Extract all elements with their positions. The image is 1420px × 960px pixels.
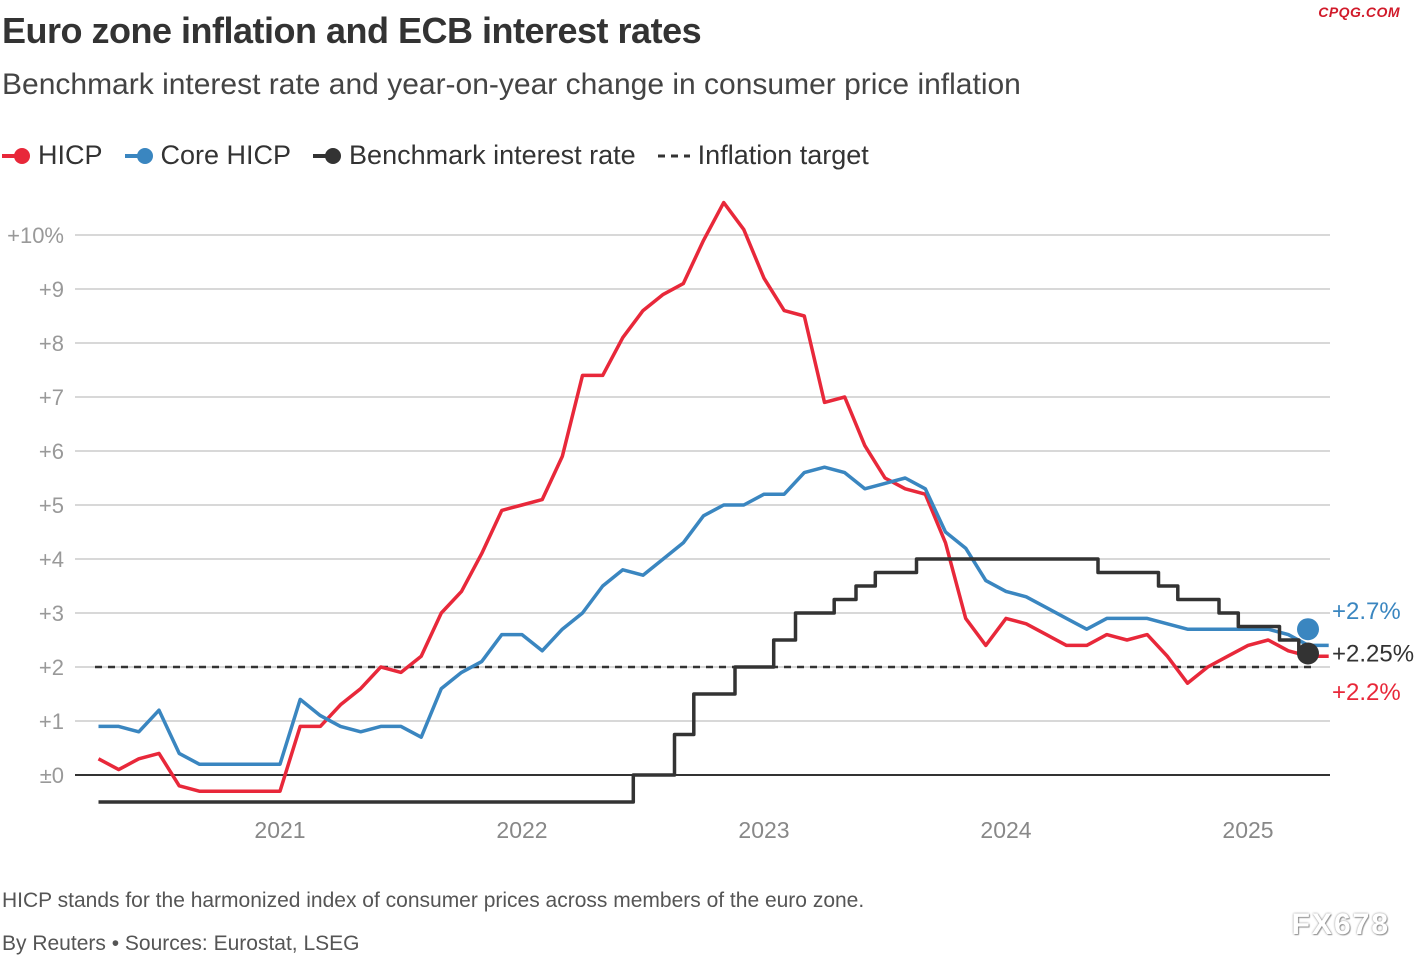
legend-label-hicp: HICP (38, 140, 103, 170)
y-tick-label: +10% (7, 223, 64, 248)
y-axis-ticks: +10% +9 +8 +7 +6 +5 +4 +3 +2 +1 ±0 (7, 223, 64, 788)
y-tick-label: +3 (39, 601, 64, 626)
end-marker-core-hicp (1297, 618, 1319, 641)
y-tick-label: +4 (39, 547, 64, 572)
series-line-benchmark-interest-rate (98, 557, 1309, 804)
legend-item-inflation-target: Inflation target (657, 140, 869, 171)
source-credit: By Reuters • Sources: Eurostat, LSEG (2, 932, 360, 955)
x-axis-ticks: 2021 2022 2023 2024 2025 (254, 817, 1273, 843)
x-tick-label: 2021 (254, 817, 305, 843)
legend-item-hicp: HICP (2, 140, 103, 171)
footnote: HICP stands for the harmonized index of … (2, 889, 865, 912)
end-label-core-hicp: +2.7% (1332, 598, 1401, 625)
x-tick-label: 2024 (980, 817, 1031, 843)
gridlines (75, 234, 1330, 776)
x-tick-label: 2023 (738, 817, 789, 843)
y-tick-label: +9 (39, 277, 64, 302)
legend-item-interest-rate: Benchmark interest rate (313, 140, 636, 171)
end-marker-benchmark-interest-rate (1297, 642, 1319, 665)
y-tick-label: +2 (39, 655, 64, 680)
end-label-benchmark-interest-rate: +2.25% (1332, 641, 1414, 668)
legend-marker-hicp (2, 147, 30, 164)
legend-label-interest-rate: Benchmark interest rate (349, 140, 636, 170)
y-tick-label: +1 (39, 709, 64, 734)
chart-title: Euro zone inflation and ECB interest rat… (2, 10, 702, 51)
line-chart: +10%+9+8+7+6+5+4+3+2+1±0 2021 2022 2023 202… (7, 200, 1414, 843)
brand-logo: CPQG.COM (1318, 4, 1400, 20)
legend-item-core-hicp: Core HICP (124, 140, 292, 171)
series-group (95, 200, 1329, 804)
legend-marker-interest-rate (313, 147, 342, 164)
chart-subtitle: Benchmark interest rate and year-on-year… (2, 68, 1021, 101)
y-tick-label: +8 (39, 331, 64, 356)
end-label-hicp: +2.2% (1332, 679, 1401, 706)
watermark: FX678 (1291, 908, 1390, 941)
y-tick-label: +7 (39, 385, 64, 410)
legend-marker-core-hicp (124, 147, 153, 164)
legend-label-core-hicp: Core HICP (160, 140, 292, 170)
end-labels: +2.2% +2.7% +2.25% (1297, 598, 1414, 706)
y-tick-label: ±0 (40, 763, 64, 788)
legend: HICP Core HICP Benchmark interest rate I… (2, 140, 891, 171)
x-tick-label: 2022 (496, 817, 547, 843)
series-line-core-hicp (98, 465, 1329, 766)
legend-label-inflation-target: Inflation target (697, 140, 869, 170)
y-tick-label: +6 (39, 439, 64, 464)
y-tick-label: +5 (39, 493, 64, 518)
x-tick-label: 2025 (1222, 817, 1273, 843)
series-line-hicp (97, 200, 1329, 793)
legend-marker-inflation-target (657, 154, 690, 157)
